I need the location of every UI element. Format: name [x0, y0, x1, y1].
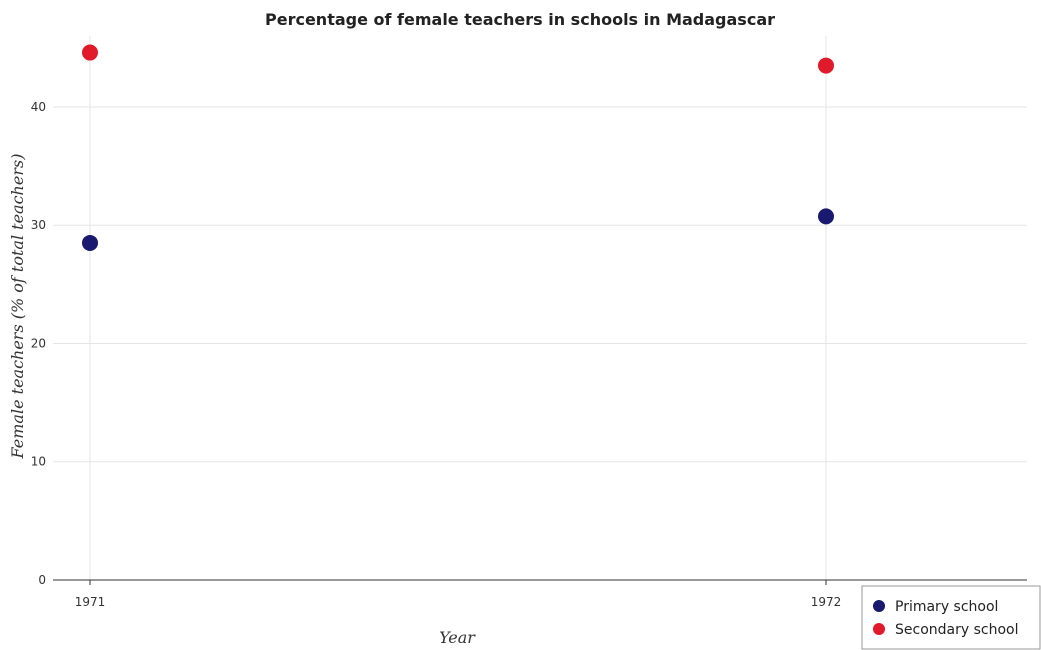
- legend-marker: [873, 600, 885, 612]
- chart-title: Percentage of female teachers in schools…: [265, 10, 775, 29]
- y-tick-label: 40: [31, 100, 46, 114]
- grid: [53, 36, 1027, 581]
- y-tick-label: 20: [31, 336, 46, 350]
- legend-marker: [873, 623, 885, 635]
- axes: [53, 579, 1027, 585]
- data-points: [82, 44, 834, 251]
- data-point-secondary-school: [82, 44, 98, 61]
- data-point-primary-school: [82, 234, 98, 251]
- tick-labels: 0 10 20 30 40 1971 1972: [31, 100, 842, 609]
- x-tick-label: 1972: [811, 595, 842, 609]
- x-axis-label: Year: [439, 628, 476, 647]
- data-point-secondary-school: [818, 57, 834, 74]
- y-axis-label: Female teachers (% of total teachers): [8, 154, 27, 460]
- legend: Primary school Secondary school: [861, 585, 1041, 650]
- y-tick-label: 30: [31, 218, 46, 232]
- y-tick-label: 0: [38, 573, 46, 587]
- x-tick-label: 1971: [75, 595, 106, 609]
- legend-box: [861, 585, 1041, 650]
- legend-label: Primary school: [895, 599, 998, 615]
- y-tick-label: 10: [31, 455, 46, 469]
- data-point-primary-school: [818, 208, 834, 225]
- legend-label: Secondary school: [895, 622, 1018, 638]
